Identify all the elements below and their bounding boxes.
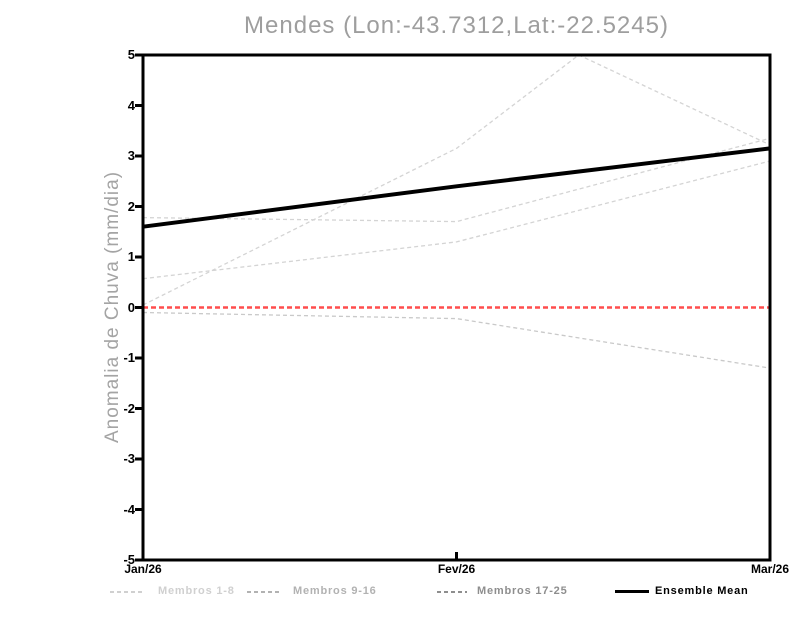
series-member-line-1 <box>142 137 771 223</box>
x-tick-label: Mar/26 <box>750 562 790 576</box>
legend-label: Membros 9-16 <box>293 585 377 597</box>
legend-label: Ensemble Mean <box>655 585 749 597</box>
series-member-line-3 <box>142 54 771 306</box>
y-tick-label: 2 <box>127 198 135 214</box>
y-tick-label: 5 <box>127 47 135 62</box>
series-ensemble-mean <box>142 146 771 229</box>
legend: Membros 1-8 Membros 9-16 Membros 17-25 Ense… <box>0 585 800 601</box>
y-tick-label: 4 <box>127 97 135 113</box>
y-tick-label: -3 <box>123 451 135 466</box>
y-tick-label: -2 <box>123 400 135 416</box>
legend-label: Membros 1-8 <box>158 585 235 597</box>
series-member-line-2 <box>142 160 771 280</box>
legend-sample-dashed-line <box>437 591 467 593</box>
legend-sample-solid-line <box>615 590 649 593</box>
y-tick-label: 0 <box>127 299 135 315</box>
x-tick-label: Fev/26 <box>437 562 476 576</box>
legend-sample-dashed-line <box>247 591 280 593</box>
y-tick-label: 1 <box>127 249 135 264</box>
legend-sample-dashed-line <box>110 591 145 593</box>
y-tick-label: -1 <box>123 350 135 365</box>
y-tick-label: 3 <box>127 148 135 163</box>
legend-label: Membros 17-25 <box>477 585 568 597</box>
series-member-line-4 <box>142 311 771 369</box>
y-tick-label: -5 <box>123 552 135 567</box>
x-tick-label: Jan/26 <box>124 562 162 576</box>
y-tick-label: -4 <box>123 501 135 517</box>
chart-title: Mendes (Lon:-43.7312,Lat:-22.5245) <box>244 12 669 39</box>
